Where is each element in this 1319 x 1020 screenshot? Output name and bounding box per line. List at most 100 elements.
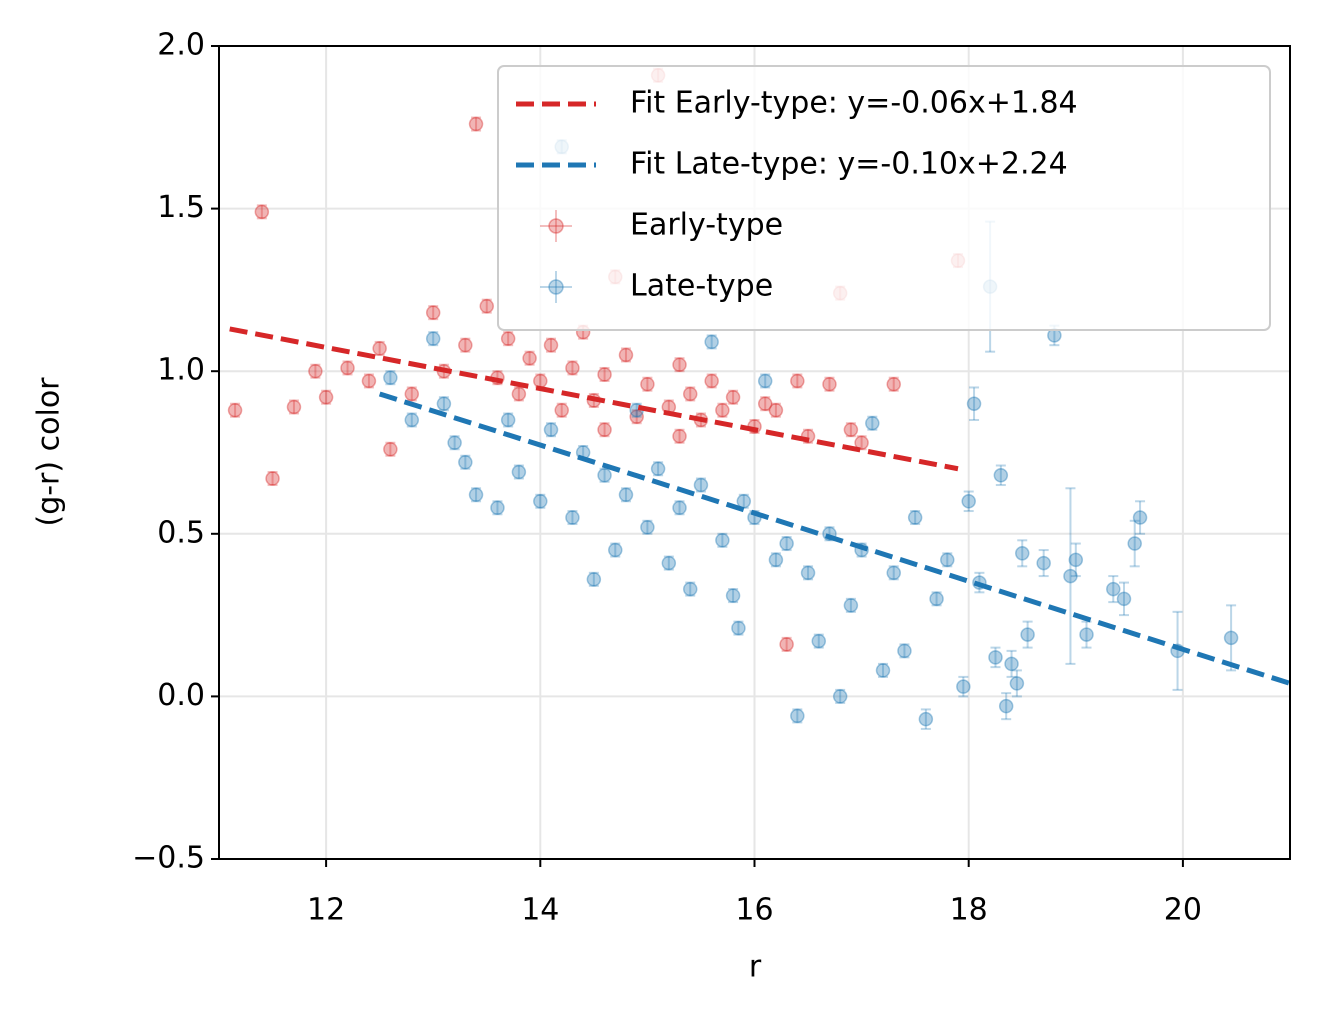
point — [286, 399, 302, 415]
legend-swatch — [548, 218, 564, 234]
point — [597, 468, 612, 483]
point — [340, 360, 355, 376]
point — [731, 620, 746, 636]
legend-label: Late-type — [630, 269, 773, 304]
point — [875, 663, 891, 678]
point — [715, 402, 730, 418]
point — [832, 689, 848, 704]
point — [458, 337, 473, 353]
point — [511, 464, 527, 480]
point — [800, 565, 816, 581]
legend: Fit Early-type: y=-0.06x+1.84 Fit Late-ty… — [497, 65, 1271, 331]
point — [1009, 676, 1025, 691]
point — [1132, 510, 1148, 525]
point — [404, 386, 420, 402]
point — [618, 487, 634, 503]
point — [704, 373, 719, 389]
point — [779, 536, 794, 551]
fit-line — [378, 391, 1290, 686]
x-tick-label: 20 — [1164, 893, 1202, 928]
point — [1223, 630, 1239, 646]
point — [1063, 568, 1078, 584]
legend-label: Fit Late-type: y=-0.10x+2.24 — [630, 147, 1068, 182]
x-tick-label: 18 — [950, 893, 988, 928]
point — [254, 204, 270, 220]
point — [768, 402, 784, 418]
point — [907, 510, 923, 525]
point — [500, 331, 516, 346]
point — [361, 373, 377, 389]
point — [533, 373, 548, 389]
point — [672, 500, 687, 516]
point — [629, 409, 644, 424]
point — [597, 367, 612, 382]
legend-box — [497, 65, 1271, 331]
point — [757, 396, 773, 411]
point — [618, 347, 634, 363]
point — [640, 520, 655, 535]
point — [1127, 536, 1142, 551]
point — [886, 565, 901, 581]
point — [436, 396, 452, 411]
point — [757, 373, 773, 389]
point — [425, 331, 441, 346]
point — [543, 337, 559, 353]
point — [725, 389, 741, 405]
point — [704, 334, 719, 350]
point — [640, 376, 655, 392]
point — [886, 376, 901, 392]
point — [404, 412, 420, 428]
y-tick-label: 0.0 — [157, 678, 205, 713]
x-tick-label: 16 — [735, 893, 773, 928]
point — [608, 542, 623, 558]
legend-label: Early-type — [630, 208, 783, 243]
fit-line — [229, 326, 959, 472]
point — [1036, 555, 1051, 571]
point — [565, 510, 580, 525]
point — [318, 389, 334, 405]
point — [682, 581, 698, 597]
point — [458, 455, 473, 470]
point — [383, 441, 398, 457]
point — [1004, 656, 1019, 672]
point — [543, 422, 559, 437]
point — [779, 637, 794, 652]
x-axis-label: r — [749, 950, 762, 985]
point — [661, 555, 677, 571]
point — [511, 386, 527, 402]
plot-frame — [218, 45, 1291, 860]
point — [672, 357, 687, 372]
y-axis-label: (g-r) color — [32, 377, 67, 527]
point — [672, 428, 687, 444]
point — [790, 373, 805, 389]
point — [843, 422, 859, 437]
point — [854, 435, 869, 450]
point — [811, 633, 827, 649]
point — [565, 360, 580, 376]
point — [1116, 591, 1132, 607]
point — [490, 500, 505, 516]
x-tick-label: 12 — [307, 893, 345, 928]
y-tick-label: 0.5 — [157, 515, 205, 550]
point — [682, 386, 698, 402]
point — [956, 679, 971, 694]
point — [988, 650, 1003, 665]
point — [790, 708, 805, 724]
point — [586, 572, 602, 587]
point — [993, 468, 1009, 483]
point — [372, 341, 387, 356]
point — [897, 643, 912, 659]
point — [500, 412, 516, 428]
point — [865, 415, 880, 431]
point — [308, 363, 323, 379]
point — [1068, 552, 1084, 568]
point — [1020, 627, 1035, 642]
point — [447, 435, 462, 450]
point — [966, 396, 982, 411]
y-tick-label: 1.5 — [157, 190, 205, 225]
point — [1015, 546, 1030, 561]
point — [940, 552, 955, 568]
y-tick-label: −0.5 — [132, 841, 205, 876]
